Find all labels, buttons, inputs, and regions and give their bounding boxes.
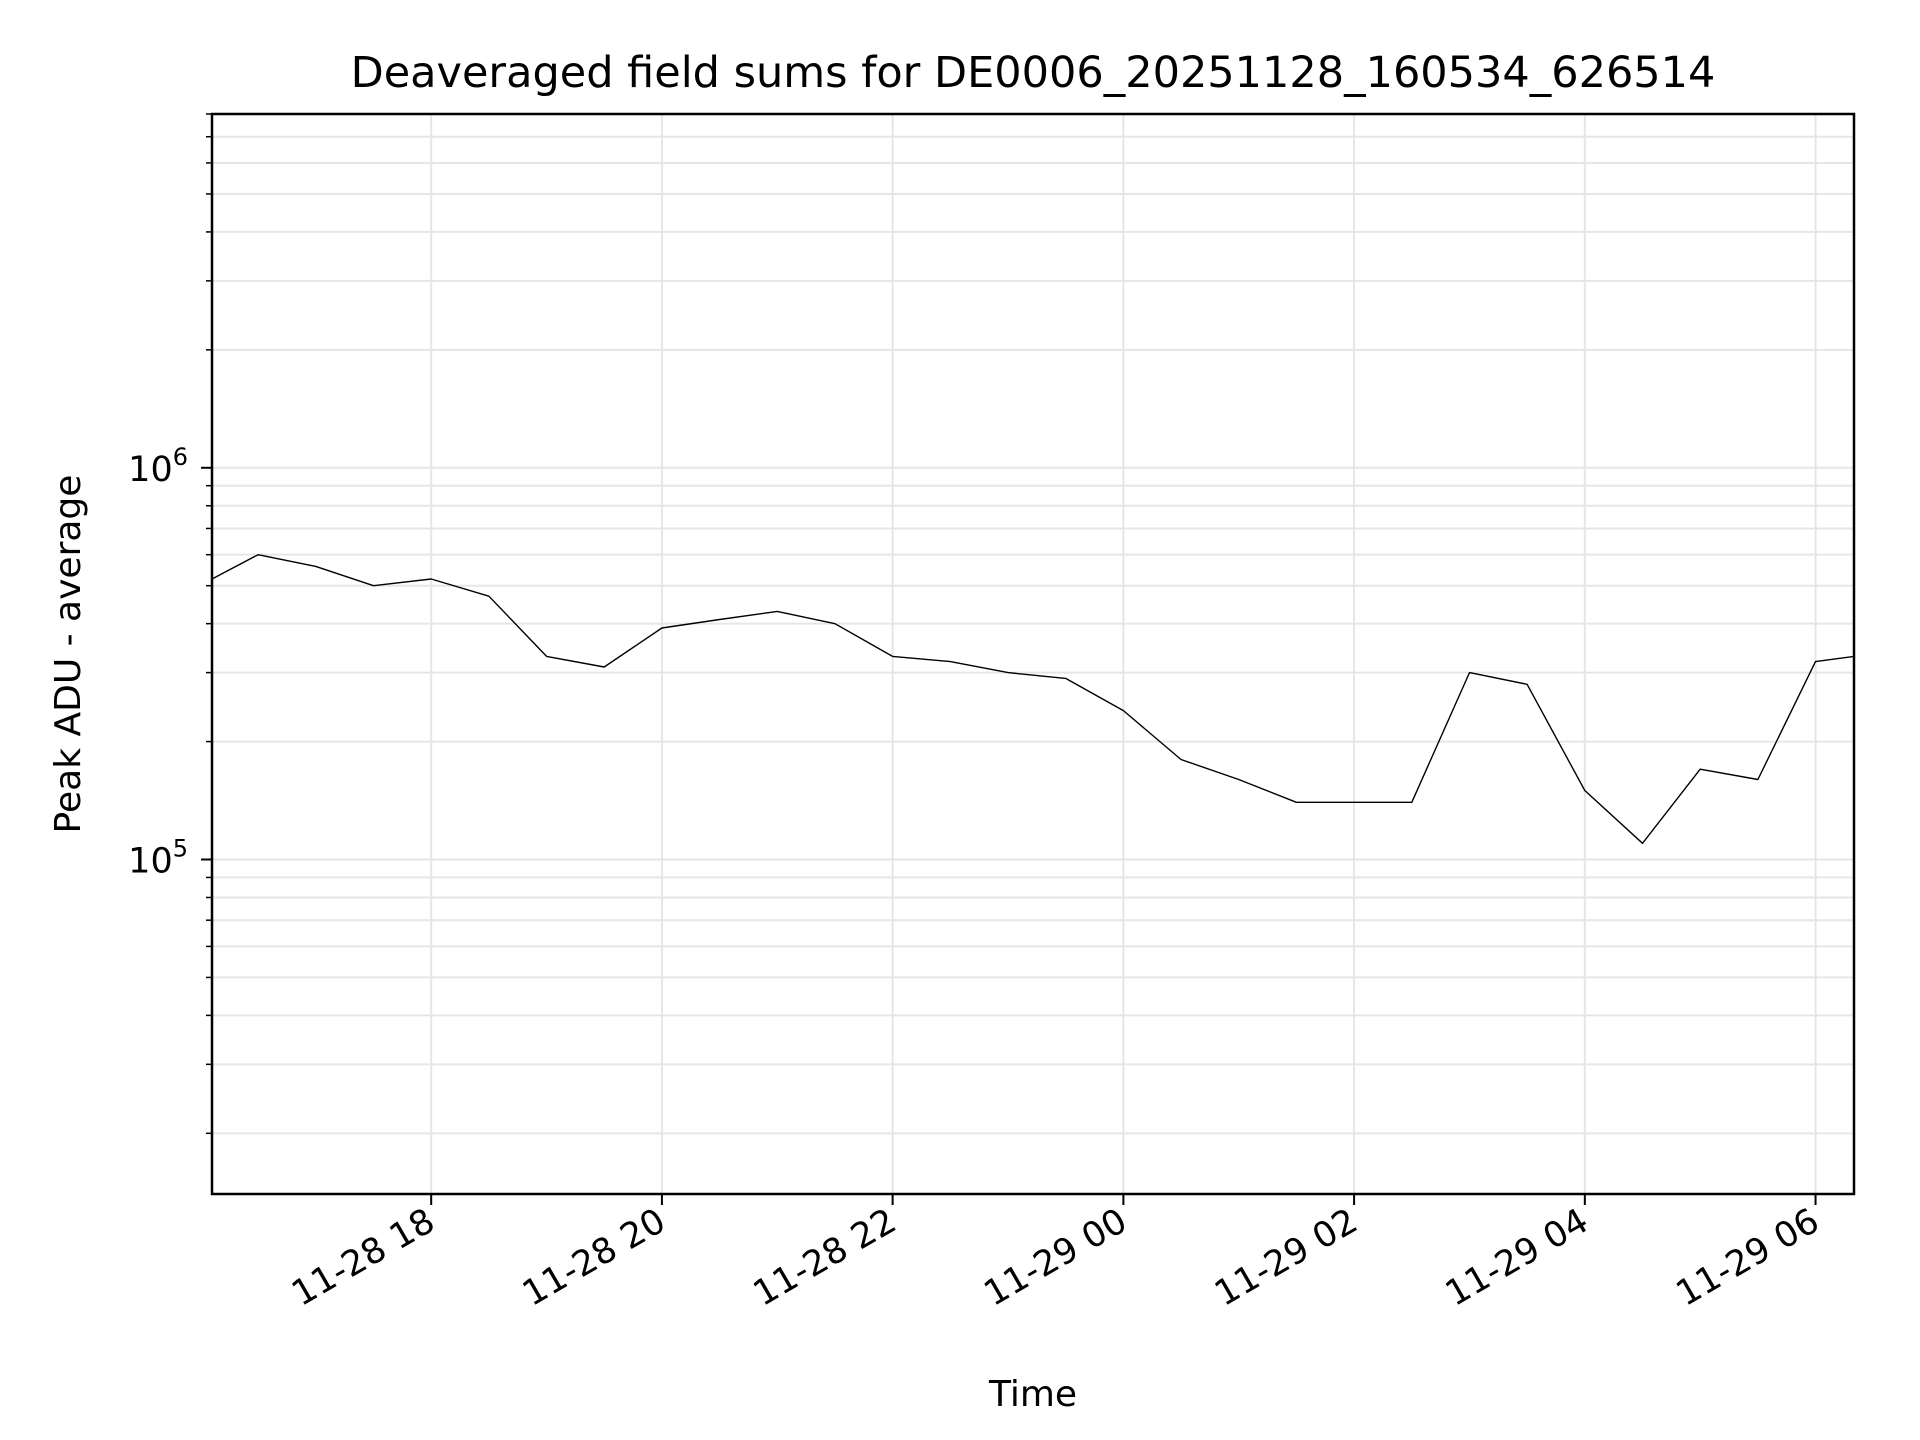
- series-line: [211, 554, 1855, 844]
- y-tick-label: 105: [128, 835, 188, 882]
- x-tick-label: 11-28 22: [747, 1201, 903, 1314]
- y-tick-label: 106: [128, 443, 188, 490]
- x-tick-label: 11-29 06: [1670, 1201, 1826, 1314]
- y-axis-label: Peak ADU - average: [48, 475, 89, 834]
- ticks: 105 106 11-28 18 11-28 20 11-28 22 11-29 00 11…: [128, 113, 1826, 1314]
- chart-title: Deaveraged field sums for DE0006_2025112…: [351, 48, 1716, 98]
- x-tick-label: 11-29 02: [1208, 1201, 1364, 1314]
- x-tick-label: 11-28 18: [285, 1201, 441, 1314]
- x-tick-label: 11-29 00: [978, 1201, 1134, 1314]
- x-tick-label: 11-28 20: [516, 1201, 672, 1314]
- series-line-layer: [211, 554, 1855, 844]
- x-axis-label: Time: [988, 1374, 1077, 1415]
- grid: [212, 113, 1854, 1194]
- x-tick-label: 11-29 04: [1439, 1201, 1595, 1314]
- plot-frame: [210, 112, 1856, 1196]
